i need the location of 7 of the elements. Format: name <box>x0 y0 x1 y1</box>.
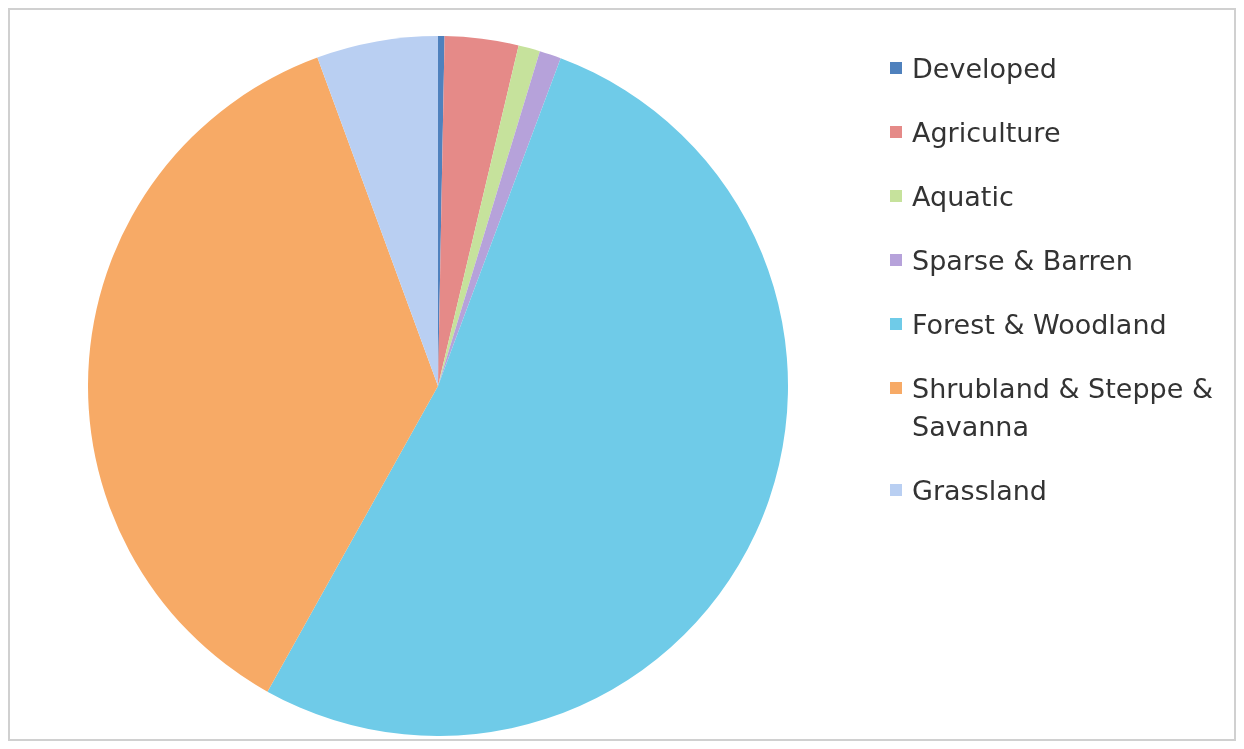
legend-label: Developed <box>912 52 1057 86</box>
legend-label: Forest & Woodland <box>912 308 1167 342</box>
legend-label: Agriculture <box>912 116 1061 150</box>
legend-label: Shrubland & Steppe & Savanna <box>912 372 1214 444</box>
legend-label: Grassland <box>912 474 1047 508</box>
legend-label: Aquatic <box>912 180 1014 214</box>
legend-label: Sparse & Barren <box>912 244 1133 278</box>
